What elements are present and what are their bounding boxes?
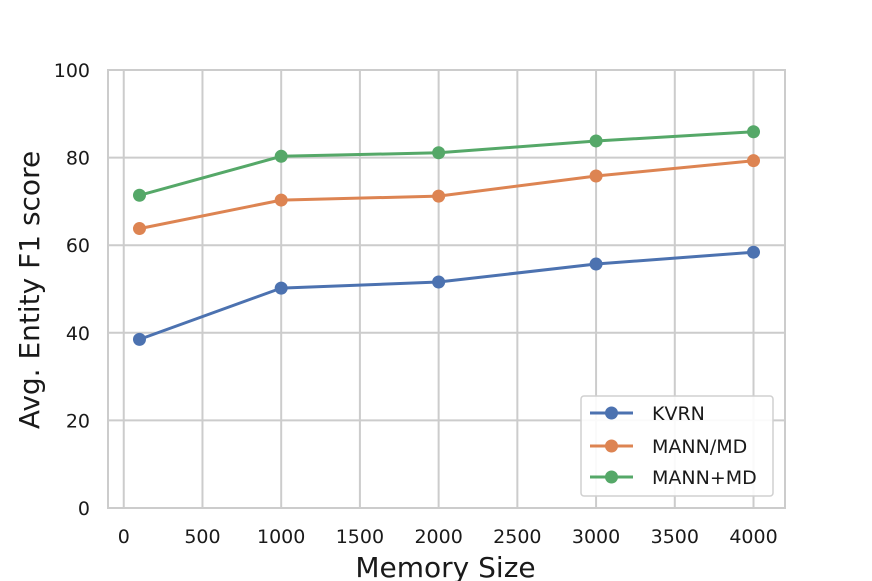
y-axis-title: Avg. Entity F1 score: [13, 151, 46, 429]
data-point: [274, 193, 288, 207]
series-line: [138, 250, 754, 341]
x-tick-label: 2000: [414, 526, 462, 548]
x-tick-label: 3000: [572, 526, 620, 548]
data-point: [589, 257, 603, 271]
series-mann-md: [132, 125, 761, 202]
x-tick-label: 4000: [729, 526, 777, 548]
plot-frame: [107, 69, 786, 509]
data-point: [589, 134, 603, 148]
data-point: [747, 125, 761, 139]
y-tick-label: 0: [78, 498, 90, 520]
y-tick-label: 80: [66, 148, 90, 170]
y-tick-label: 60: [66, 235, 90, 257]
x-tick-label: 3500: [651, 526, 699, 548]
x-tick-label: 2500: [493, 526, 541, 548]
legend-item: MANN+MD: [590, 467, 757, 489]
legend-box: [580, 395, 774, 497]
x-tick-label: 1000: [257, 526, 305, 548]
data-point: [132, 222, 146, 236]
legend-item: KVRN: [590, 403, 705, 425]
data-point: [432, 275, 446, 289]
legend-label: MANN+MD: [652, 467, 757, 489]
series-lines: [132, 125, 761, 346]
data-point: [432, 189, 446, 203]
x-tick-label: 1500: [336, 526, 384, 548]
x-axis-title: Memory Size: [355, 551, 535, 581]
series-kvrn: [132, 245, 761, 346]
series-line: [139, 130, 754, 197]
y-tick-label: 40: [66, 323, 90, 345]
data-point: [274, 281, 288, 295]
data-point: [132, 332, 146, 346]
legend-marker: [605, 439, 618, 453]
legend-marker: [605, 470, 618, 484]
y-tick-label: 100: [54, 60, 90, 82]
data-point: [747, 245, 761, 259]
y-tick-label: 20: [66, 410, 90, 432]
x-tick-label: 500: [184, 526, 220, 548]
data-point: [747, 154, 761, 168]
legend-label: KVRN: [652, 403, 705, 425]
legend-marker: [605, 406, 618, 420]
data-point: [589, 169, 603, 183]
y-tick-labels: 0 20 40 60 80 100: [54, 60, 90, 520]
x-tick-label: 0: [118, 526, 130, 548]
legend-label: MANN/MD: [652, 436, 747, 458]
grid: [108, 69, 785, 509]
data-point: [432, 146, 446, 160]
legend-item: MANN/MD: [590, 436, 747, 458]
series-mann-md: [132, 154, 761, 236]
x-tick-labels: 0 500 1000 1500 2000 2500 3000 3500 4000: [118, 526, 778, 548]
data-point: [274, 149, 288, 163]
legend: KVRN MANN/MD MANN+MD: [580, 395, 774, 497]
data-point: [132, 188, 146, 202]
